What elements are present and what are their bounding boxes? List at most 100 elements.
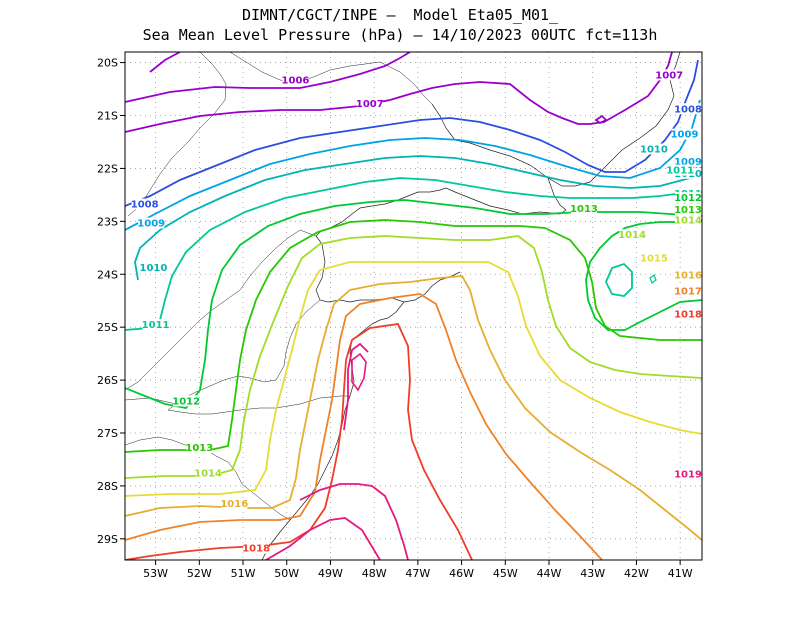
map-subtitle: Sea Mean Level Pressure (hPa) — 14/10/20… [142, 26, 658, 44]
isobar-label: 1013 [674, 205, 702, 216]
isobar-label: 1007 [356, 99, 384, 110]
isobar-label: 1009 [137, 219, 165, 230]
isobar-1007 [125, 52, 673, 133]
lon-tick-label: 44W [537, 567, 562, 580]
isobar-1019 [265, 517, 381, 560]
isobar-label-bg [195, 467, 222, 479]
isobar-label-bg [675, 192, 701, 204]
isobar-1013 [125, 219, 702, 453]
isobar-label-bg [221, 498, 248, 510]
isobar-label: 1007 [655, 70, 683, 81]
isobar-label: 1010 [139, 263, 167, 274]
isobar-label-bg [570, 202, 597, 214]
isobar-label: 1018 [242, 543, 270, 554]
isobar-label: 1014 [618, 230, 646, 241]
lon-tick-label: 47W [405, 567, 430, 580]
isobar-label-bg [671, 128, 698, 140]
isobar-1015 [125, 261, 702, 497]
isobar-label: 1014 [674, 215, 702, 226]
isobar-label-bg [675, 214, 701, 226]
isobar-label: 1016 [674, 270, 702, 281]
isobar-label-bg [667, 164, 694, 176]
lat-tick-label: 22S [97, 162, 118, 175]
isobar-1012 [125, 199, 702, 409]
isobar-label-bg [675, 269, 701, 281]
lat-tick-label: 23S [97, 215, 118, 228]
isobar-labels: 1006100710071008100810081009100910091010… [131, 69, 702, 554]
isobar-label-bg [675, 285, 701, 297]
lon-tick-label: 41W [668, 567, 693, 580]
lon-tick-label: 45W [493, 567, 518, 580]
isobar-label: 1008 [674, 104, 702, 115]
isobar-1011 [125, 177, 702, 331]
isobar-1012-low [585, 219, 702, 331]
lon-tick-label: 51W [231, 567, 256, 580]
isobar-1017 [125, 293, 603, 560]
isobar-label: 1011 [666, 166, 694, 177]
lon-tick-label: 43W [580, 567, 605, 580]
map-frame [124, 51, 703, 561]
isobar-label-bg [243, 542, 270, 554]
lon-tick-label: 49W [318, 567, 343, 580]
isobar-label: 1019 [674, 469, 702, 480]
isobar-label-bg [619, 229, 646, 241]
island-santa-catarina [351, 352, 367, 392]
isobar-label-bg [186, 441, 213, 453]
lon-tick-label: 46W [449, 567, 474, 580]
isobar-label-bg [675, 308, 701, 320]
isobar-label: 1012 [172, 396, 200, 407]
isobar-label: 1011 [142, 320, 170, 331]
isobar-1010 [134, 155, 702, 281]
isobar-label-bg [675, 468, 701, 480]
isobar-1012-tiny [649, 274, 657, 284]
isobar-label: 1018 [674, 310, 702, 321]
isobar-label: 1017 [674, 286, 702, 297]
isobar-label-bg [656, 69, 683, 81]
isobar-label-bg [140, 262, 167, 274]
isobar-1019-c [343, 342, 369, 431]
isobar-label-bg [173, 395, 200, 407]
lat-tick-label: 28S [97, 480, 118, 493]
isobar-label-bg [282, 74, 309, 86]
isobar-1014 [125, 235, 702, 479]
isobar-1016 [125, 275, 702, 541]
isobar-label-bg [675, 103, 701, 115]
isobar-label: 1016 [220, 499, 248, 510]
isobar-label: 1012 [674, 193, 702, 204]
axis-ticks: 20S 21S 22S 23S 24S 25S 26S 27S 28S 29S 53W 52W 51W 5… [97, 57, 693, 580]
isobar-label: 1006 [282, 76, 310, 87]
isobar-label: 1014 [194, 468, 222, 479]
lon-tick-label: 50W [274, 567, 299, 580]
isobars [125, 52, 702, 560]
isobar-1007-ring [594, 114, 608, 125]
lon-tick-label: 48W [362, 567, 387, 580]
lat-tick-label: 24S [97, 268, 118, 281]
isobar-label-bg [138, 217, 165, 229]
isobar-1006 [149, 52, 181, 73]
isobar-label: 1009 [674, 157, 702, 168]
isobar-label: 1010 [640, 144, 668, 155]
isobar-label-bg [356, 97, 383, 109]
coastline-main [261, 52, 681, 560]
lon-tick-label: 53W [143, 567, 168, 580]
lat-tick-label: 21S [97, 110, 118, 123]
coastline [125, 52, 681, 560]
lat-tick-label: 27S [97, 427, 118, 440]
lat-tick-label: 20S [97, 57, 118, 70]
lon-tick-label: 42W [624, 567, 649, 580]
isobar-label-bg [675, 203, 701, 215]
isobar-label-bg [640, 252, 667, 264]
lat-tick-label: 25S [97, 321, 118, 334]
isobar-1006-b [125, 52, 411, 103]
isobar-label: 1015 [640, 253, 668, 264]
map-title: DIMNT/CGCT/INPE — Model Eta05_M01_ [241, 6, 559, 24]
isobar-1009 [125, 99, 701, 231]
lat-tick-label: 29S [97, 533, 118, 546]
isobar-1019-b [299, 483, 409, 560]
isobar-label: 1013 [570, 204, 598, 215]
isobar-label: 1008 [131, 200, 159, 211]
isobar-label: 1009 [671, 130, 699, 141]
isobar-label: 1013 [185, 443, 213, 454]
isobar-1008 [125, 59, 699, 207]
